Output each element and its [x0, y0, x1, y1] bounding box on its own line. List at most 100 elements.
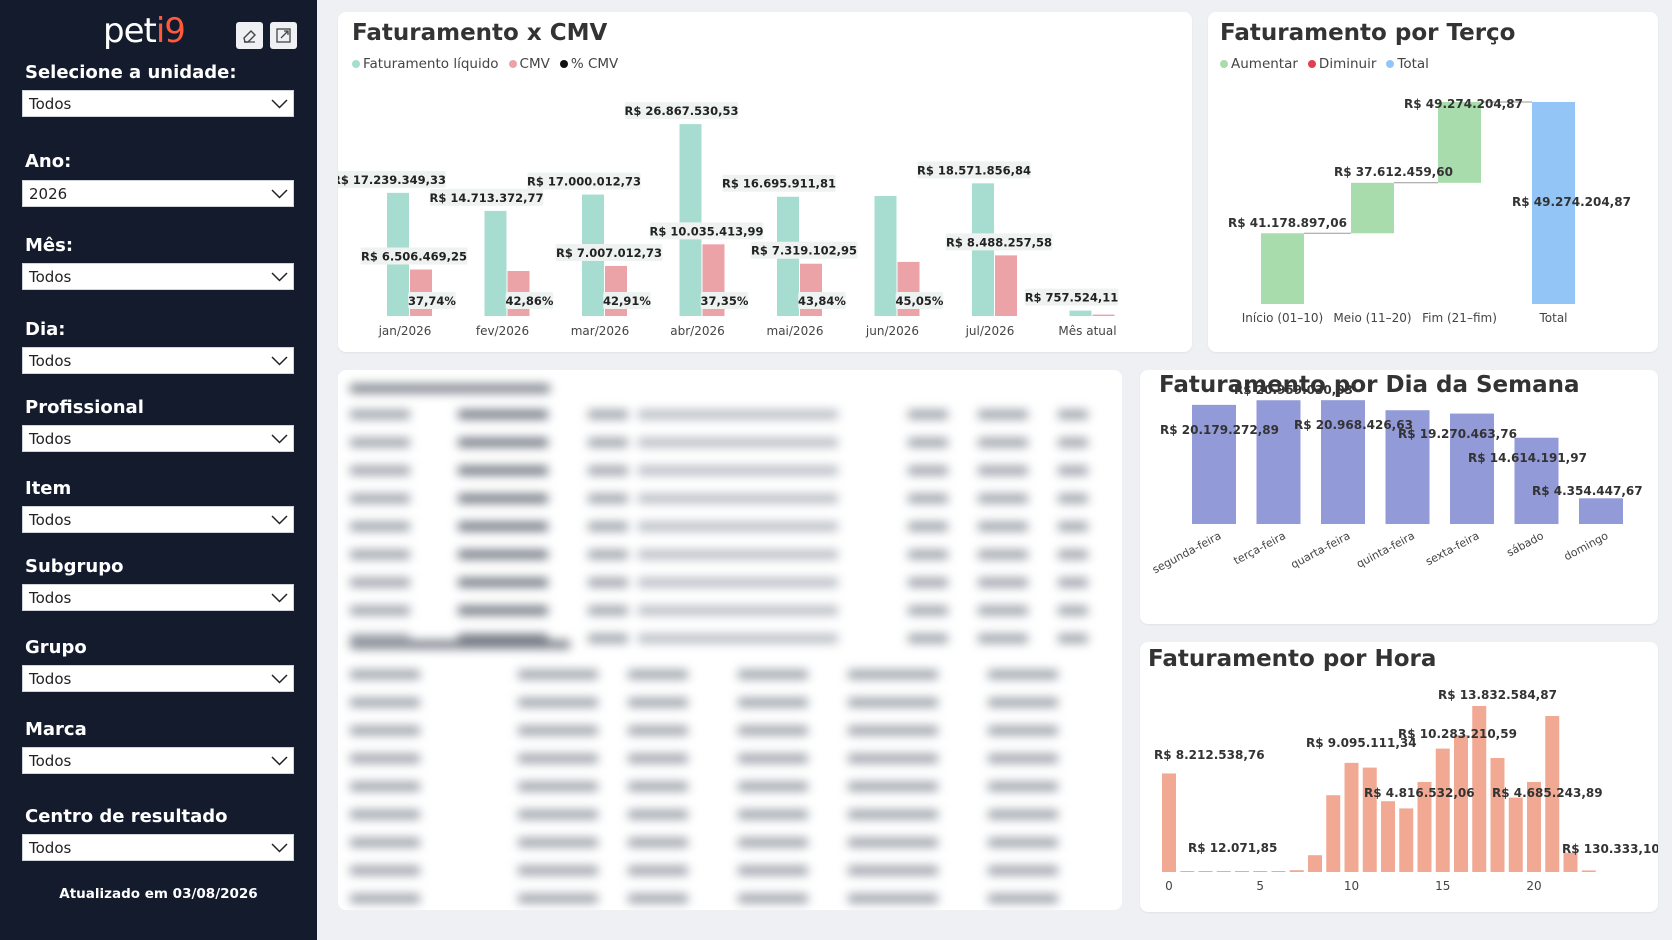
faturamento-data-label: R$ 16.695.911,81 [722, 177, 836, 191]
blurred-block [638, 606, 838, 615]
legend-item-faturamento[interactable]: Faturamento líquido [352, 56, 499, 72]
faturamento-data-label: R$ 17.000.012,73 [527, 175, 641, 189]
blurred-block [978, 606, 1028, 615]
pct-cmv-data-label: 45,05% [896, 294, 944, 308]
data-label: R$ 4.685.243,89 [1492, 786, 1603, 800]
blurred-block [350, 866, 420, 875]
blurred-block [628, 754, 688, 763]
hour-bar [1344, 762, 1359, 872]
pct-cmv-data-label: 42,86% [506, 294, 554, 308]
blurred-block [588, 522, 628, 531]
filter-dropdown-m-s[interactable]: Todos [22, 263, 294, 290]
blurred-block [738, 810, 808, 819]
dropdown-value: Todos [29, 268, 72, 286]
cmv-data-label: R$ 6.506.469,25 [361, 250, 467, 264]
filter-dropdown-subgrupo[interactable]: Todos [22, 584, 294, 611]
x-tick-label: fev/2026 [476, 324, 529, 338]
legend-item-cmv[interactable]: CMV [508, 56, 550, 72]
dropdown-value: Todos [29, 430, 72, 448]
filter-label-m-s: Mês: [25, 235, 74, 256]
blurred-block [988, 670, 1058, 679]
hour-bar [1362, 767, 1377, 872]
x-tick-label: Meio (11–20) [1333, 311, 1411, 325]
blurred-block [988, 698, 1058, 707]
hour-bar [1198, 871, 1213, 872]
faturamento-bar [874, 196, 897, 316]
blurred-block [518, 894, 598, 903]
hour-bar [1399, 808, 1414, 872]
data-label: R$ 20.959.030,03 [1234, 383, 1353, 397]
hour-bar [1417, 781, 1432, 872]
filter-dropdown-selecione-a-unidade[interactable]: Todos [22, 90, 294, 117]
filter-dropdown-centro-de-resultado[interactable]: Todos [22, 834, 294, 861]
hour-bar [1180, 871, 1195, 872]
filter-dropdown-marca[interactable]: Todos [22, 747, 294, 774]
blurred-block [1058, 410, 1088, 419]
legend-item-pct-cmv[interactable]: % CMV [559, 56, 618, 72]
data-label: R$ 8.212.538,76 [1154, 748, 1265, 762]
x-tick-label: quarta-feira [1289, 529, 1353, 571]
legend-item-aumentar[interactable]: Aumentar [1220, 56, 1298, 72]
legend-item-total[interactable]: Total [1386, 56, 1429, 72]
filter-dropdown-profissional[interactable]: Todos [22, 425, 294, 452]
data-label-bg [750, 241, 858, 259]
blurred-block [350, 838, 420, 847]
blurred-block [848, 866, 938, 875]
data-label: R$ 4.354.447,67 [1532, 484, 1643, 498]
x-tick-label: jan/2026 [378, 324, 432, 338]
filter-dropdown-dia[interactable]: Todos [22, 347, 294, 374]
blurred-block [518, 866, 598, 875]
hour-bar [1472, 706, 1487, 872]
blurred-block [518, 782, 598, 791]
blurred-block [978, 634, 1028, 643]
weekday-bar [1192, 404, 1236, 524]
chevron-down-icon [271, 515, 288, 525]
legend-item-diminuir[interactable]: Diminuir [1307, 56, 1376, 72]
x-tick-label: 10 [1344, 879, 1359, 893]
blurred-block [988, 894, 1058, 903]
blurred-block [738, 866, 808, 875]
blurred-block [588, 410, 628, 419]
blurred-block [1058, 438, 1088, 447]
data-label-bg [649, 222, 764, 240]
filter-label-dia: Dia: [25, 319, 66, 340]
blurred-block [638, 494, 838, 503]
dropdown-value: Todos [29, 95, 72, 113]
blurred-block [638, 438, 838, 447]
data-label-bg [722, 174, 836, 192]
faturamento-semana-card: Faturamento por Dia da Semana segunda-fe… [1140, 370, 1658, 624]
data-label-bg [360, 247, 468, 265]
blurred-block [350, 698, 420, 707]
blurred-block [848, 670, 938, 679]
blurred-block [518, 698, 598, 707]
filter-dropdown-grupo[interactable]: Todos [22, 665, 294, 692]
faturamento-bar [484, 210, 507, 316]
blurred-block [628, 782, 688, 791]
blurred-block [1058, 522, 1088, 531]
faturamento-data-label: R$ 757.524,11 [1025, 291, 1119, 305]
blurred-block [458, 522, 548, 531]
filter-label-subgrupo: Subgrupo [25, 556, 124, 577]
blurred-block [988, 754, 1058, 763]
dropdown-value: Todos [29, 670, 72, 688]
blurred-block [1058, 634, 1088, 643]
blurred-block [518, 810, 598, 819]
pct-cmv-data-label: 37,35% [701, 294, 749, 308]
blurred-block [1058, 578, 1088, 587]
expand-icon[interactable] [270, 22, 297, 49]
filter-label-item: Item [25, 478, 72, 499]
chevron-down-icon [271, 843, 288, 853]
blurred-block [738, 698, 808, 707]
blurred-block [350, 670, 420, 679]
blurred-block [848, 894, 938, 903]
chevron-down-icon [271, 756, 288, 766]
blurred-block [848, 810, 938, 819]
blurred-block [1058, 606, 1088, 615]
filter-dropdown-item[interactable]: Todos [22, 506, 294, 533]
eraser-icon[interactable] [236, 22, 263, 49]
blurred-block [458, 634, 548, 643]
dropdown-value: Todos [29, 589, 72, 607]
filter-dropdown-ano[interactable]: 2026 [22, 180, 294, 207]
blurred-block [988, 838, 1058, 847]
blurred-block [988, 866, 1058, 875]
